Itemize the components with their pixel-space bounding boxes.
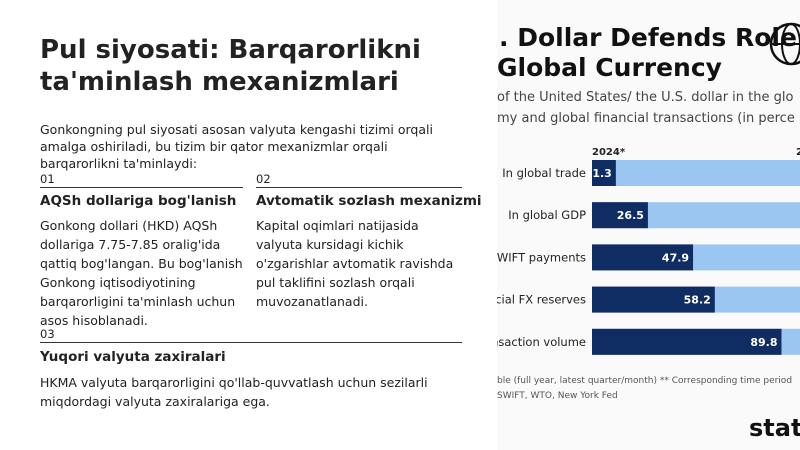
footnote: SWIFT, WTO, New York Fed bbox=[497, 391, 618, 401]
item-body: HKMA valyuta barqarorligini qo'llab-quvv… bbox=[40, 375, 428, 409]
value-label: 89.8 bbox=[750, 336, 777, 349]
value-label: 47.9 bbox=[662, 251, 689, 264]
bar bbox=[592, 160, 616, 186]
footnote: ble (full year, latest quarter/month) **… bbox=[497, 376, 792, 386]
bar bbox=[592, 244, 694, 271]
bar bbox=[592, 286, 715, 313]
chart-title: Global Currency bbox=[497, 53, 722, 82]
logo: stati bbox=[749, 414, 800, 442]
value-label: 58.2 bbox=[684, 294, 711, 307]
item-heading: AQSh dollariga bog'lanish bbox=[40, 193, 237, 209]
bar-background bbox=[592, 160, 800, 186]
category-label: ansaction volume bbox=[497, 335, 586, 349]
value-label: 11.3 bbox=[585, 167, 612, 180]
category-label: fficial FX reserves bbox=[497, 293, 586, 307]
item-heading: Yuqori valyuta zaxiralari bbox=[40, 349, 226, 365]
chart-title: . Dollar Defends Role bbox=[499, 23, 797, 52]
chart-subtitle: of the United States/ the U.S. dollar in… bbox=[497, 90, 793, 105]
column-header: 2 bbox=[796, 147, 800, 158]
slide-title: Pul siyosati: Barqarorlikni ta'minlash m… bbox=[40, 35, 421, 97]
intro: Gonkongning pul siyosati asosan valyuta … bbox=[40, 122, 433, 171]
bar bbox=[592, 202, 648, 229]
column-header: 2024* bbox=[592, 147, 626, 158]
category-label: In global GDP bbox=[508, 208, 586, 222]
chart-subtitle: my and global financial transactions (in… bbox=[497, 111, 795, 126]
bar bbox=[592, 328, 782, 355]
item-body: Gonkong dollari (HKD) AQSh dollariga 7.7… bbox=[40, 218, 243, 328]
item-number: 02 bbox=[256, 172, 462, 188]
item-heading: Avtomatik sozlash mexanizmi bbox=[256, 193, 482, 209]
category-label: In global trade bbox=[502, 166, 586, 180]
item-body: Kapital oqimlari natijasida valyuta kurs… bbox=[256, 218, 454, 309]
chart-image: . Dollar Defends Role Global Currency of… bbox=[497, 0, 800, 450]
category-label: SWIFT payments bbox=[497, 250, 586, 264]
item-number: 03 bbox=[40, 327, 462, 343]
value-label: 26.5 bbox=[617, 209, 644, 222]
item-number: 01 bbox=[40, 172, 243, 188]
